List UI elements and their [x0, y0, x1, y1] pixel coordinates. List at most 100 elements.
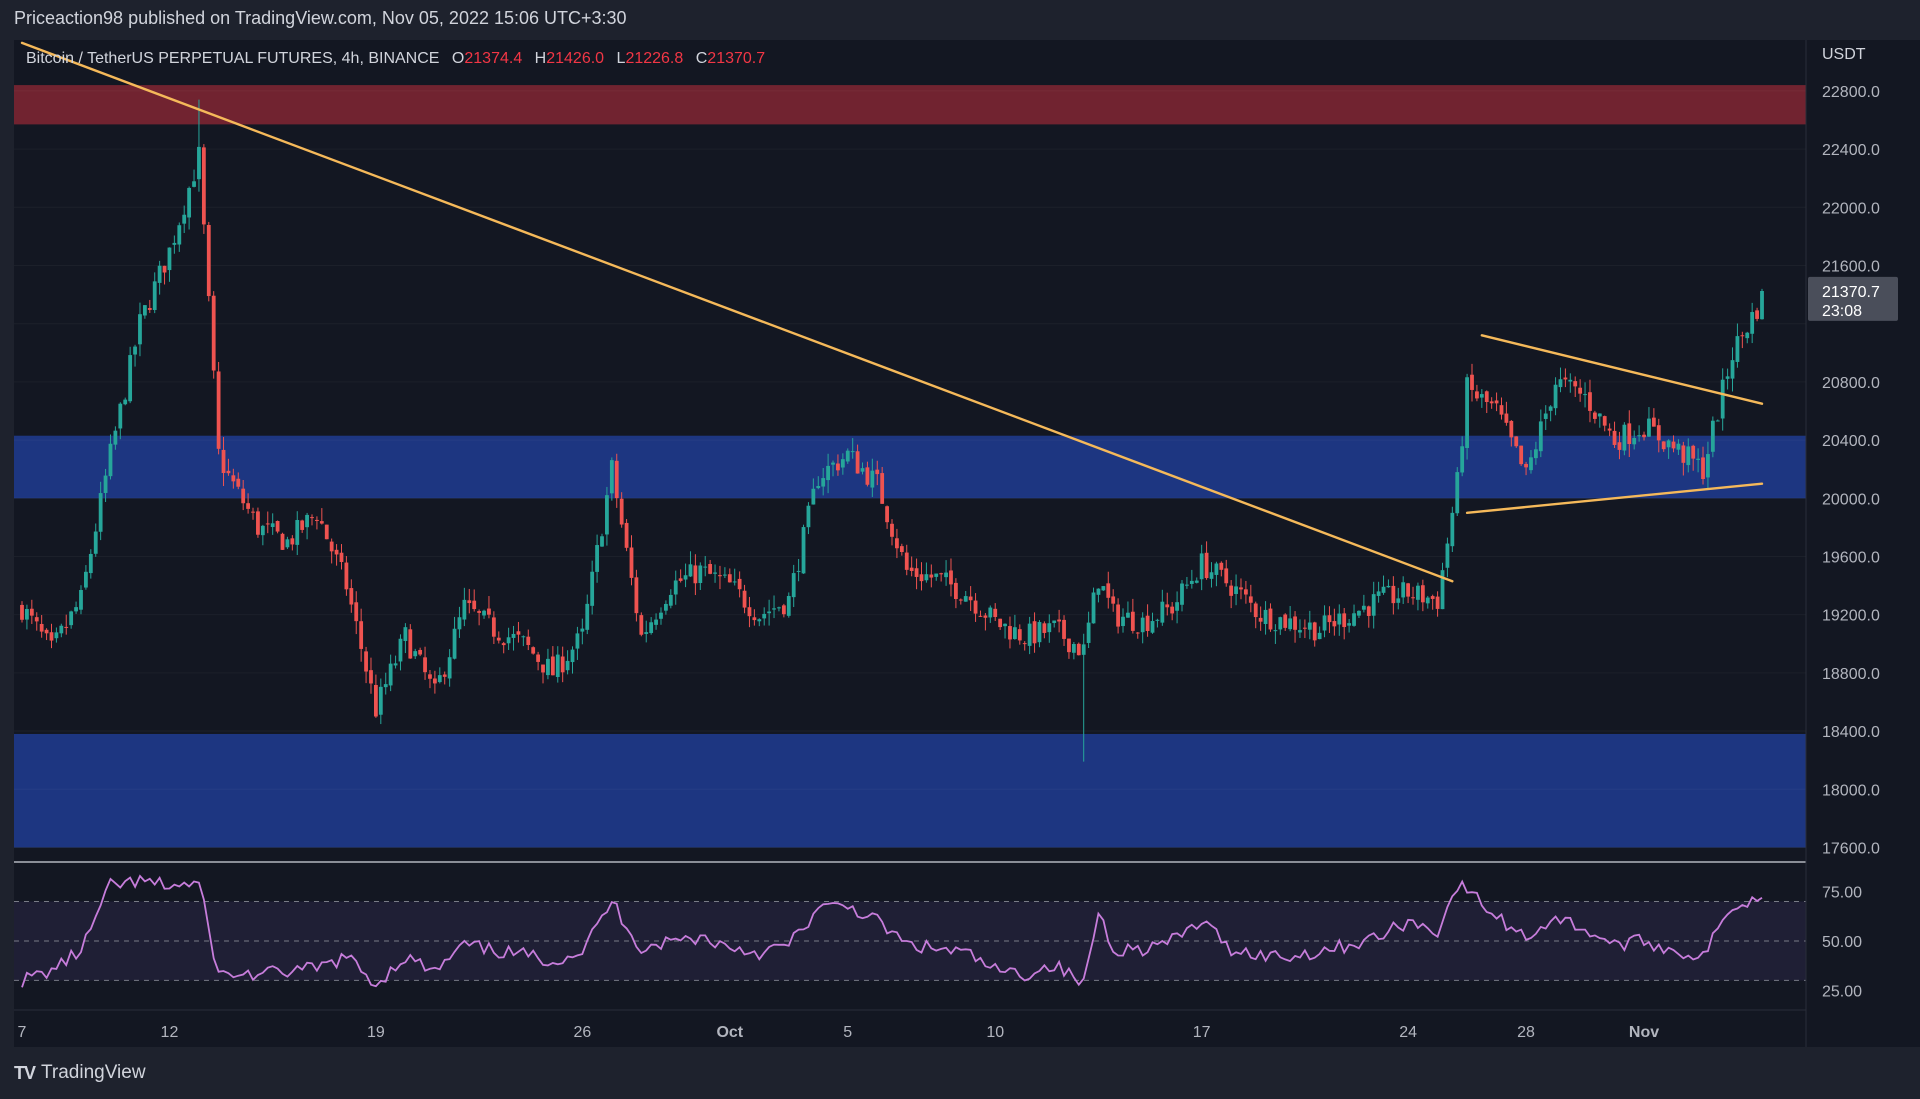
candle: [840, 453, 845, 475]
candle-body: [142, 305, 147, 316]
candle-body: [256, 511, 260, 535]
candle: [624, 519, 629, 552]
candle-body: [1376, 591, 1381, 596]
candle-body: [1027, 623, 1032, 646]
candle-body: [1651, 417, 1656, 427]
candle-body: [197, 146, 201, 180]
candle: [1273, 624, 1278, 644]
candle-body: [1317, 632, 1322, 640]
candle-body: [1573, 381, 1578, 387]
candle: [1067, 638, 1071, 659]
candle: [1042, 621, 1047, 639]
candle: [1548, 405, 1553, 422]
candle: [1578, 379, 1583, 402]
candle-body: [1209, 572, 1214, 579]
candle: [1371, 581, 1376, 629]
candle: [334, 544, 339, 566]
candle-body: [275, 520, 280, 532]
candle-body: [840, 459, 845, 468]
pennant-upper: [1480, 334, 1764, 405]
candle: [162, 265, 167, 285]
candle-body: [880, 473, 885, 504]
candle: [280, 532, 285, 551]
candle: [1519, 445, 1524, 466]
time-tick-label: 10: [986, 1024, 1004, 1041]
candle-body: [698, 565, 703, 583]
candle-body: [546, 658, 550, 676]
candle-body: [708, 563, 713, 574]
candle: [958, 598, 963, 605]
candle-body: [324, 524, 329, 540]
candle-body: [1037, 622, 1042, 643]
candle-body: [344, 562, 349, 590]
candle: [1499, 397, 1504, 420]
candle: [506, 627, 511, 650]
candle: [1479, 389, 1484, 408]
candle: [1470, 363, 1474, 402]
candle: [1096, 588, 1101, 603]
candle-body: [305, 514, 309, 528]
candle-body: [821, 478, 826, 487]
candle-body: [1642, 434, 1646, 438]
candle-body: [1750, 312, 1755, 334]
candle-body: [1111, 596, 1116, 604]
candle: [452, 616, 457, 660]
candle: [919, 562, 924, 591]
candle: [1234, 574, 1238, 606]
candle-body: [1470, 374, 1474, 390]
candle: [1204, 541, 1209, 580]
candle: [1745, 331, 1750, 344]
candle: [147, 299, 152, 313]
candle-body: [49, 632, 54, 641]
candle: [1357, 610, 1361, 619]
candle: [383, 672, 388, 695]
price-tick-label: 20400.0: [1822, 433, 1880, 450]
candle: [324, 524, 329, 540]
candle: [88, 549, 93, 579]
candle-body: [703, 566, 708, 568]
candle: [329, 538, 334, 564]
candle: [1140, 612, 1145, 644]
candle-body: [1239, 587, 1243, 590]
candle-body: [639, 615, 644, 635]
candle-body: [1347, 623, 1352, 626]
candle-body: [285, 539, 290, 548]
candle: [103, 468, 108, 503]
candle: [1715, 419, 1720, 422]
candle-body: [1032, 621, 1037, 644]
candle-body: [580, 628, 585, 632]
candle: [1076, 642, 1081, 656]
candle-body: [501, 643, 506, 646]
candle: [1185, 576, 1189, 589]
candle-body: [1656, 425, 1661, 441]
candle-body: [226, 470, 231, 474]
candle-body: [791, 573, 796, 598]
candle: [1661, 441, 1666, 452]
candle-body: [329, 541, 334, 552]
candle-body: [103, 475, 108, 493]
candle-body: [1691, 445, 1696, 459]
candle-body: [472, 600, 477, 610]
candle-body: [786, 596, 791, 616]
candle: [767, 599, 772, 626]
candle: [49, 623, 54, 649]
candle-body: [629, 547, 634, 578]
candle-body: [757, 619, 762, 622]
candle: [256, 507, 260, 538]
candle-body: [555, 654, 560, 677]
candle-body: [722, 574, 727, 576]
candle-body: [1165, 604, 1170, 608]
candle: [1224, 559, 1229, 587]
candle: [703, 555, 708, 577]
candle-body: [1538, 421, 1543, 452]
candle: [197, 99, 201, 192]
candle: [108, 434, 113, 480]
candle-body: [1096, 588, 1101, 595]
candle: [1022, 641, 1027, 651]
candle-body: [944, 572, 948, 578]
candle: [403, 623, 408, 654]
candle: [1543, 405, 1548, 431]
candle: [192, 169, 196, 188]
price-tick-label: 21600.0: [1822, 259, 1880, 276]
